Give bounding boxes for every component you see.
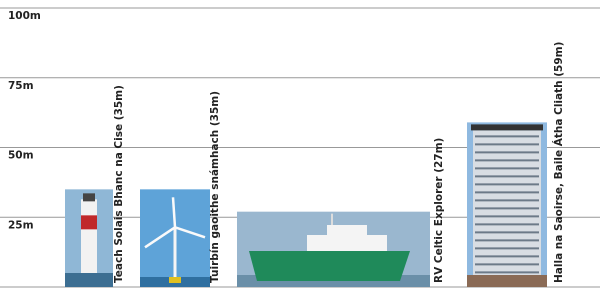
y-tick-label: 25m — [8, 219, 34, 231]
hull — [249, 251, 410, 281]
bridge — [327, 225, 367, 235]
category-label: RV Celtic Explorer (27m) — [433, 138, 445, 283]
deck — [307, 235, 387, 251]
street — [467, 275, 547, 287]
y-tick-label: 50m — [8, 150, 34, 162]
roof — [471, 124, 543, 130]
lamp — [83, 193, 95, 201]
sea — [65, 273, 113, 287]
category-label: Halla na Saoirse, Baile Átha Cliath (59m… — [552, 42, 565, 283]
float — [169, 277, 181, 283]
category-label: Tuirbín gaoithe snámhach (35m) — [209, 91, 221, 283]
stripe — [81, 215, 97, 229]
chart: 25m 50m 75m 100m Teach Solais Bhanc na Cise … — [0, 0, 600, 288]
category-label: Teach Solais Bhanc na Cise (35m) — [113, 85, 125, 283]
y-tick-label: 100m — [8, 10, 41, 22]
tower — [81, 199, 97, 273]
y-tick-label: 75m — [8, 80, 34, 92]
